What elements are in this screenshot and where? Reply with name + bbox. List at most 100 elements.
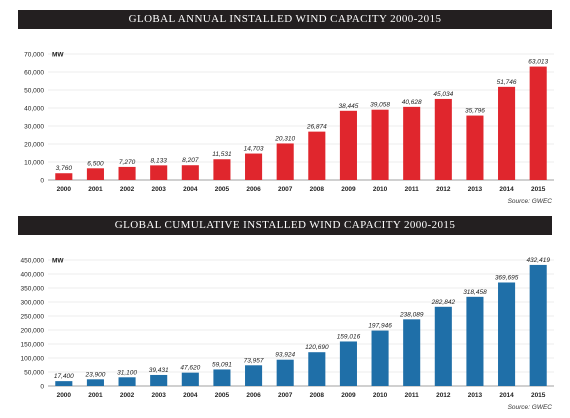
x-tick-label: 2015 bbox=[531, 186, 546, 193]
bar bbox=[434, 306, 452, 386]
bar bbox=[529, 66, 547, 180]
bar bbox=[150, 374, 168, 386]
bar bbox=[181, 165, 199, 180]
x-tick-label: 2002 bbox=[120, 186, 135, 193]
y-tick-label: 50,000 bbox=[24, 370, 44, 377]
bar bbox=[86, 168, 104, 180]
bar bbox=[213, 369, 231, 386]
y-tick-label: 30,000 bbox=[24, 124, 44, 131]
data-label: 369,695 bbox=[495, 274, 519, 281]
y-tick-label: 50,000 bbox=[24, 88, 44, 95]
bar bbox=[308, 352, 326, 386]
y-tick-label: 0 bbox=[40, 178, 44, 185]
bar bbox=[150, 165, 168, 180]
x-tick-label: 2015 bbox=[531, 392, 546, 399]
data-label: 35,796 bbox=[465, 108, 485, 115]
data-label: 197,946 bbox=[368, 323, 392, 330]
data-label: 40,628 bbox=[402, 99, 422, 106]
y-tick-label: 10,000 bbox=[24, 160, 44, 167]
x-tick-label: 2008 bbox=[310, 392, 325, 399]
x-tick-label: 2000 bbox=[57, 392, 72, 399]
data-label: 6,500 bbox=[87, 160, 104, 167]
x-tick-label: 2003 bbox=[151, 186, 166, 193]
bar bbox=[213, 159, 231, 180]
bar bbox=[371, 330, 389, 386]
source-note: Source: GWEC bbox=[507, 198, 552, 205]
data-label: 238,089 bbox=[399, 311, 424, 318]
bar bbox=[55, 173, 73, 180]
annual-capacity-chart: GLOBAL ANNUAL INSTALLED WIND CAPACITY 20… bbox=[6, 10, 562, 206]
x-tick-label: 2009 bbox=[341, 186, 356, 193]
y-tick-label: 40,000 bbox=[24, 106, 44, 113]
data-label: 14,703 bbox=[244, 146, 264, 153]
x-tick-label: 2008 bbox=[310, 186, 325, 193]
x-tick-label: 2012 bbox=[436, 392, 451, 399]
y-tick-label: 100,000 bbox=[21, 356, 45, 363]
data-label: 7,270 bbox=[119, 159, 136, 166]
x-tick-label: 2011 bbox=[405, 186, 419, 193]
x-tick-label: 2007 bbox=[278, 186, 293, 193]
data-label: 8,207 bbox=[182, 157, 199, 164]
bar bbox=[498, 282, 516, 386]
bar bbox=[498, 86, 516, 180]
y-tick-label: 250,000 bbox=[21, 314, 45, 321]
bar bbox=[371, 109, 389, 180]
y-tick-label: 60,000 bbox=[24, 70, 44, 77]
bar bbox=[529, 264, 547, 386]
y-tick-label: 150,000 bbox=[21, 342, 45, 349]
bar bbox=[276, 359, 294, 386]
unit-label: MW bbox=[52, 258, 64, 265]
x-tick-label: 2014 bbox=[499, 186, 514, 193]
bar bbox=[308, 131, 326, 180]
data-label: 39,431 bbox=[149, 367, 169, 374]
data-label: 8,133 bbox=[151, 157, 168, 164]
data-label: 26,874 bbox=[306, 124, 327, 131]
bar bbox=[118, 166, 136, 180]
x-tick-label: 2001 bbox=[88, 392, 103, 399]
bar bbox=[339, 341, 357, 386]
bar bbox=[466, 115, 484, 180]
data-label: 23,900 bbox=[84, 371, 105, 378]
data-label: 318,458 bbox=[463, 289, 487, 296]
data-label: 282,842 bbox=[431, 299, 456, 306]
data-label: 73,957 bbox=[244, 357, 264, 364]
y-tick-label: 0 bbox=[40, 384, 44, 391]
x-tick-label: 2002 bbox=[120, 392, 135, 399]
data-label: 17,400 bbox=[54, 373, 74, 380]
x-tick-label: 2007 bbox=[278, 392, 293, 399]
x-tick-label: 2003 bbox=[151, 392, 166, 399]
data-label: 31,100 bbox=[117, 369, 137, 376]
x-tick-label: 2004 bbox=[183, 392, 198, 399]
chart-title: GLOBAL ANNUAL INSTALLED WIND CAPACITY 20… bbox=[18, 10, 552, 29]
cumulative-capacity-chart: GLOBAL CUMULATIVE INSTALLED WIND CAPACIT… bbox=[6, 216, 562, 412]
bar bbox=[403, 106, 421, 180]
bar bbox=[181, 372, 199, 386]
x-tick-label: 2004 bbox=[183, 186, 198, 193]
data-label: 45,034 bbox=[433, 91, 453, 98]
y-tick-label: 20,000 bbox=[24, 142, 44, 149]
y-tick-label: 200,000 bbox=[21, 328, 45, 335]
data-label: 120,690 bbox=[305, 344, 329, 351]
y-tick-label: 450,000 bbox=[21, 258, 45, 265]
x-tick-label: 2006 bbox=[246, 186, 261, 193]
x-tick-label: 2013 bbox=[468, 392, 483, 399]
bar bbox=[466, 296, 484, 386]
annual-chart-plot: 0 10,000 20,000 30,000 40,000 50,000 60,000 70,… bbox=[24, 52, 554, 193]
bar bbox=[339, 110, 357, 180]
x-tick-label: 2005 bbox=[215, 392, 230, 399]
data-label: 47,620 bbox=[180, 365, 200, 372]
x-tick-label: 2009 bbox=[341, 392, 356, 399]
x-tick-label: 2013 bbox=[468, 186, 483, 193]
y-tick-label: 350,000 bbox=[21, 286, 45, 293]
x-tick-label: 2000 bbox=[57, 186, 72, 193]
y-tick-label: 400,000 bbox=[21, 272, 45, 279]
data-label: 20,310 bbox=[274, 135, 295, 142]
unit-label: MW bbox=[52, 52, 64, 59]
x-tick-label: 2014 bbox=[499, 392, 514, 399]
data-label: 159,016 bbox=[337, 333, 361, 340]
data-label: 51,746 bbox=[497, 79, 517, 86]
data-label: 39,058 bbox=[370, 102, 390, 109]
x-tick-label: 2010 bbox=[373, 392, 388, 399]
y-tick-label: 70,000 bbox=[24, 52, 44, 59]
data-label: 59,091 bbox=[212, 361, 232, 368]
